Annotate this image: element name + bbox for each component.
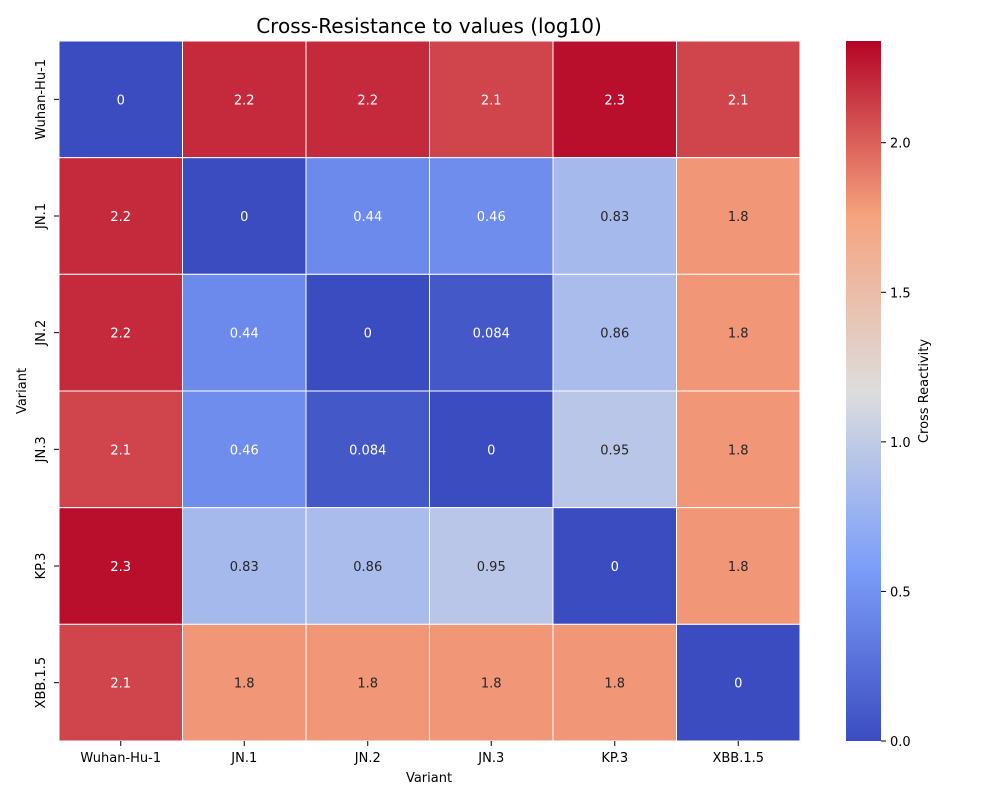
cell-value-label: 2.3	[604, 93, 625, 108]
heatmap-cell	[429, 273, 554, 392]
cell-value-label: 0	[117, 93, 125, 108]
heatmap-cell	[182, 273, 307, 392]
cell-value-label: 0.95	[600, 443, 629, 458]
colorbar-tick-label: 0.0	[890, 735, 911, 750]
cell-value-label: 2.2	[234, 93, 255, 108]
heatmap-cell	[182, 157, 307, 275]
y-tick-labels: Wuhan-Hu-1 JN.1 JN.2 JN.3 KP.3 XBB.1.5	[34, 59, 59, 708]
cell-value-label: 0	[364, 327, 372, 342]
y-tick-label: Wuhan-Hu-1	[34, 59, 49, 140]
x-tick-label: KP.3	[601, 751, 628, 766]
cell-value-label: 1.8	[728, 210, 749, 225]
x-tick-label: XBB.1.5	[712, 751, 764, 766]
cell-value-label: 2.2	[110, 327, 131, 342]
cell-value-label: 0.46	[230, 443, 259, 458]
heatmap-cell	[58, 40, 183, 159]
y-tick-label: JN.2	[34, 320, 49, 347]
heatmap-cell	[305, 273, 430, 392]
cell-value-label: 2.1	[110, 677, 131, 692]
cell-value-label: 1.8	[604, 677, 625, 692]
x-tick-label: JN.1	[230, 751, 257, 766]
cell-value-label: 1.8	[481, 677, 502, 692]
cell-value-label: 0.86	[600, 327, 629, 342]
cell-value-label: 0.44	[353, 210, 382, 225]
cell-value-label: 1.8	[728, 443, 749, 458]
cell-value-label: 0.46	[477, 210, 506, 225]
cell-value-label: 1.8	[234, 677, 255, 692]
heatmap-cell	[676, 507, 801, 625]
heatmap-cell	[552, 273, 677, 392]
y-tick-label: JN.3	[34, 436, 49, 463]
y-axis-label: Variant	[15, 368, 30, 414]
cell-value-label: 1.8	[357, 677, 378, 692]
cell-value-label: 2.1	[481, 93, 502, 108]
y-tick-label: KP.3	[34, 553, 49, 580]
heatmap-cell	[58, 507, 183, 625]
colorbar-tick-label: 2.0	[890, 137, 911, 152]
cell-value-label: 0.084	[473, 327, 510, 342]
cell-value-label: 2.1	[110, 443, 131, 458]
heatmap-cell	[676, 390, 801, 509]
heatmap-cell	[305, 40, 430, 159]
heatmap-cell	[305, 507, 430, 625]
heatmap-cell	[552, 40, 677, 159]
y-tick-label: XBB.1.5	[34, 657, 49, 709]
colorbar	[846, 41, 881, 741]
colorbar-ticks: 0.0 0.5 1.0 1.5 2.0	[881, 137, 911, 750]
colorbar-label: Cross Reactivity	[917, 339, 932, 443]
cell-value-label: 0.86	[353, 560, 382, 575]
x-tick-label: Wuhan-Hu-1	[80, 751, 161, 766]
heatmap-cell	[676, 40, 801, 159]
heatmap-cell	[429, 390, 554, 509]
cell-value-label: 0.83	[600, 210, 629, 225]
x-tick-label: JN.2	[354, 751, 381, 766]
heatmap-cell	[429, 40, 554, 159]
cell-value-label: 2.2	[357, 93, 378, 108]
cell-value-label: 0.83	[230, 560, 259, 575]
x-axis-label: Variant	[406, 771, 452, 786]
x-tick-label: JN.3	[477, 751, 504, 766]
heatmap-cells: 0 2.2 2.2 2.1 2.3 2.1 2.2 0 0.44 0.46 0.83 1.8 2.2 0.…	[58, 40, 801, 742]
chart-title: Cross-Resistance to values (log10)	[256, 14, 602, 38]
heatmap-cell	[182, 40, 307, 159]
cell-value-label: 1.8	[728, 327, 749, 342]
colorbar-tick-label: 1.5	[890, 286, 911, 301]
cell-value-label: 0	[240, 210, 248, 225]
cell-value-label: 0	[611, 560, 619, 575]
cell-value-label: 0.44	[230, 327, 259, 342]
colorbar-tick-label: 0.5	[890, 585, 911, 600]
cell-value-label: 0	[734, 677, 742, 692]
cell-value-label: 0.084	[349, 443, 386, 458]
heatmap-cell	[676, 623, 801, 742]
cell-value-label: 0	[487, 443, 495, 458]
heatmap-cell	[58, 273, 183, 392]
heatmap-cell	[429, 507, 554, 625]
cell-value-label: 1.8	[728, 560, 749, 575]
heatmap-cell	[552, 507, 677, 625]
cell-value-label: 0.95	[477, 560, 506, 575]
heatmap-cell	[676, 273, 801, 392]
heatmap-cell	[305, 390, 430, 509]
cell-value-label: 2.3	[110, 560, 131, 575]
heatmap-cell	[429, 157, 554, 275]
x-tick-labels: Wuhan-Hu-1 JN.1 JN.2 JN.3 KP.3 XBB.1.5	[80, 741, 764, 766]
heatmap-cell	[182, 390, 307, 509]
heatmap-cell	[58, 390, 183, 509]
y-tick-label: JN.1	[34, 203, 49, 230]
heatmap-cell	[58, 623, 183, 742]
heatmap-cell	[552, 623, 677, 742]
cell-value-label: 2.1	[728, 93, 749, 108]
colorbar-tick-label: 1.0	[890, 436, 911, 451]
heatmap-cell	[676, 157, 801, 275]
cell-value-label: 2.2	[110, 210, 131, 225]
heatmap-cell	[552, 390, 677, 509]
